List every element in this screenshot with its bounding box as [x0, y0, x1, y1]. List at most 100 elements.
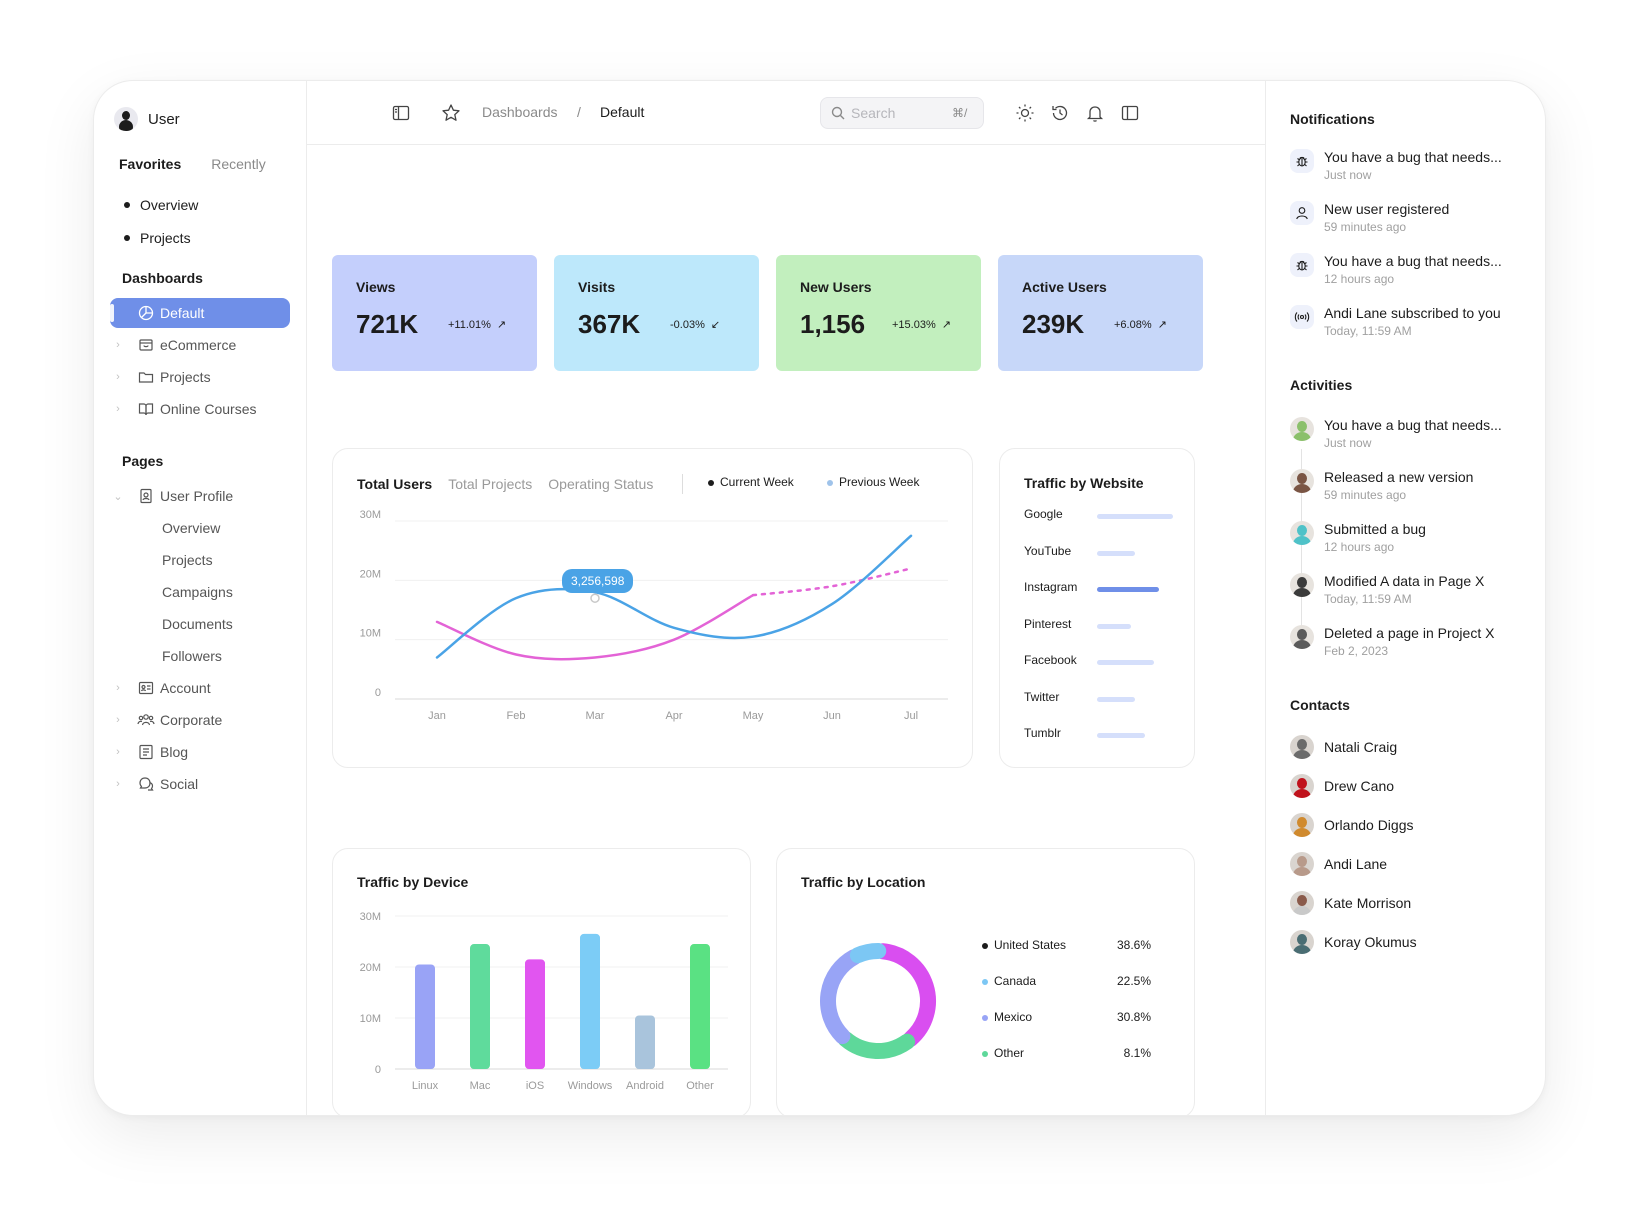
- bar[interactable]: [635, 1015, 655, 1069]
- bar[interactable]: [470, 944, 490, 1069]
- y-tick-label: 10M: [360, 1013, 381, 1025]
- contact-item[interactable]: Drew Cano: [1290, 774, 1394, 798]
- website-name: YouTube: [1024, 544, 1071, 558]
- notification-item[interactable]: You have a bug that needs... 12 hours ago: [1290, 253, 1530, 286]
- sidebar-item-user-profile[interactable]: ⌄ User Profile: [110, 481, 290, 511]
- history-icon[interactable]: [1048, 101, 1072, 125]
- favorites-tabs: Favorites Recently: [119, 156, 266, 172]
- bar[interactable]: [690, 944, 710, 1069]
- activity-text: Deleted a page in Project X: [1324, 625, 1494, 641]
- donut-slice[interactable]: [883, 951, 928, 1039]
- contact-item[interactable]: Koray Okumus: [1290, 930, 1417, 954]
- contact-item[interactable]: Orlando Diggs: [1290, 813, 1414, 837]
- favorite-item-projects[interactable]: Projects: [124, 221, 198, 254]
- tab-recently[interactable]: Recently: [211, 156, 265, 172]
- x-tick-label: Windows: [568, 1080, 613, 1092]
- website-name: Twitter: [1024, 690, 1059, 704]
- tab-favorites[interactable]: Favorites: [119, 156, 181, 172]
- avatar: [1290, 625, 1314, 649]
- website-bar: [1097, 624, 1131, 629]
- donut-slice[interactable]: [846, 1039, 907, 1051]
- sidebar-item-ecommerce[interactable]: › eCommerce: [110, 330, 290, 360]
- stat-card-new-users[interactable]: New Users 1,156 +15.03% ↗: [776, 255, 981, 371]
- sun-icon[interactable]: [1013, 101, 1037, 125]
- user-menu[interactable]: User: [114, 107, 180, 131]
- bug-icon: [1290, 253, 1314, 277]
- contact-item[interactable]: Kate Morrison: [1290, 891, 1411, 915]
- series-line-previous-week: [437, 595, 753, 659]
- stat-card-visits[interactable]: Visits 367K -0.03% ↙: [554, 255, 759, 371]
- sidebar-subitem-followers[interactable]: Followers: [162, 641, 222, 671]
- search-shortcut: ⌘/: [952, 106, 967, 120]
- stat-card-active-users[interactable]: Active Users 239K +6.08% ↗: [998, 255, 1203, 371]
- activity-item[interactable]: You have a bug that needs... Just now: [1290, 417, 1530, 450]
- avatar: [1290, 774, 1314, 798]
- sidebar-subitem-campaigns[interactable]: Campaigns: [162, 577, 233, 607]
- sidebar: User Favorites Recently Overview Project…: [94, 81, 307, 1115]
- breadcrumb-dashboards[interactable]: Dashboards: [482, 104, 558, 120]
- bell-icon[interactable]: [1083, 101, 1107, 125]
- x-tick-label: Linux: [412, 1080, 439, 1092]
- notification-item[interactable]: New user registered 59 minutes ago: [1290, 201, 1530, 234]
- tooltip-point[interactable]: [591, 594, 599, 602]
- sidebar-item-corporate[interactable]: › Corporate: [110, 705, 290, 735]
- y-tick-label: 30M: [360, 911, 381, 923]
- chart-tooltip: 3,256,598: [562, 569, 633, 593]
- legend-dot: [982, 1015, 988, 1021]
- x-tick-label: Jul: [904, 710, 918, 722]
- stat-card-views[interactable]: Views 721K +11.01% ↗: [332, 255, 537, 371]
- sidebar-subitem-projects[interactable]: Projects: [162, 545, 213, 575]
- search-box[interactable]: ⌘/: [820, 97, 984, 129]
- legend-dot: [982, 979, 988, 985]
- x-tick-label: Apr: [665, 710, 682, 722]
- x-tick-label: Mar: [586, 710, 605, 722]
- bar[interactable]: [415, 964, 435, 1069]
- sidebar-toggle-icon[interactable]: [389, 101, 413, 125]
- series-line-previous-week-forecast: [753, 568, 911, 595]
- sidebar-item-online-courses[interactable]: › Online Courses: [110, 394, 290, 424]
- activity-item[interactable]: Released a new version 59 minutes ago: [1290, 469, 1530, 502]
- notification-text: New user registered: [1324, 201, 1449, 217]
- x-tick-label: iOS: [526, 1080, 544, 1092]
- avatar: [1290, 813, 1314, 837]
- contact-item[interactable]: Andi Lane: [1290, 852, 1387, 876]
- activity-item[interactable]: Deleted a page in Project X Feb 2, 2023: [1290, 625, 1530, 658]
- right-panel-toggle-icon[interactable]: [1118, 101, 1142, 125]
- sidebar-item-projects[interactable]: › Projects: [110, 362, 290, 392]
- document-icon: [137, 743, 155, 761]
- trend-down-icon: ↙: [711, 318, 720, 331]
- chevron-right-icon: ›: [110, 339, 126, 351]
- donut-slice[interactable]: [858, 951, 878, 955]
- sidebar-subitem-documents[interactable]: Documents: [162, 609, 233, 639]
- y-tick-label: 30M: [360, 509, 381, 521]
- avatar: [114, 107, 138, 131]
- location-name: Canada: [982, 974, 1036, 988]
- website-name: Google: [1024, 507, 1063, 521]
- bar[interactable]: [525, 959, 545, 1069]
- search-input[interactable]: [851, 105, 946, 121]
- traffic-website-card: Traffic by Website Google YouTube Instagra…: [999, 448, 1195, 768]
- website-bar: [1097, 660, 1154, 665]
- activity-text: You have a bug that needs...: [1324, 417, 1502, 433]
- y-tick-label: 0: [375, 1064, 381, 1076]
- bar[interactable]: [580, 934, 600, 1069]
- sidebar-item-label: Corporate: [160, 712, 222, 728]
- star-icon[interactable]: [439, 101, 463, 125]
- sidebar-item-blog[interactable]: › Blog: [110, 737, 290, 767]
- activity-item[interactable]: Modified A data in Page X Today, 11:59 AM: [1290, 573, 1530, 606]
- sidebar-item-social[interactable]: › Social: [110, 769, 290, 799]
- sidebar-subitem-overview[interactable]: Overview: [162, 513, 220, 543]
- breadcrumb-current[interactable]: Default: [600, 104, 644, 120]
- donut-slice[interactable]: [828, 957, 854, 1036]
- stat-value: 367K: [578, 309, 670, 340]
- location-donut-chart: [777, 849, 977, 1116]
- location-name: Mexico: [982, 1010, 1032, 1024]
- activity-item[interactable]: Submitted a bug 12 hours ago: [1290, 521, 1530, 554]
- activity-time: 59 minutes ago: [1324, 488, 1473, 502]
- favorite-item-overview[interactable]: Overview: [124, 188, 198, 221]
- notification-item[interactable]: Andi Lane subscribed to you Today, 11:59 …: [1290, 305, 1530, 338]
- contact-item[interactable]: Natali Craig: [1290, 735, 1397, 759]
- sidebar-item-account[interactable]: › Account: [110, 673, 290, 703]
- notification-item[interactable]: You have a bug that needs... Just now: [1290, 149, 1530, 182]
- sidebar-item-default[interactable]: Default: [110, 298, 290, 328]
